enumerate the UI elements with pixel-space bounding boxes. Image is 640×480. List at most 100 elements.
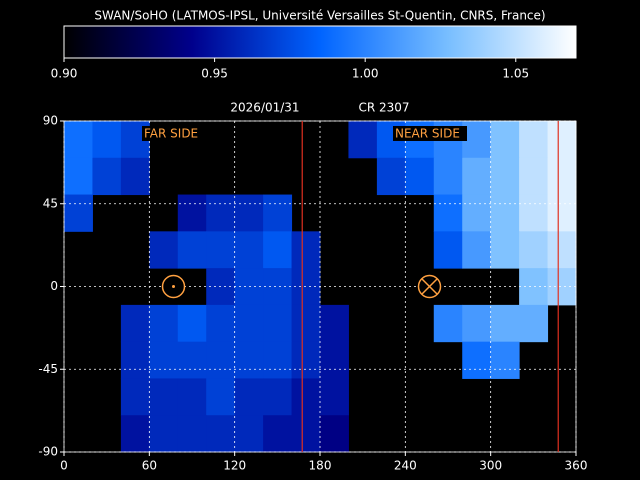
map-cell — [490, 341, 520, 379]
map-cell — [462, 121, 492, 159]
map-cell — [234, 341, 264, 379]
x-tick-label: 240 — [394, 459, 417, 473]
map-cell — [490, 194, 520, 232]
map-cell — [320, 378, 349, 416]
carrington-rotation: CR 2307 — [358, 101, 409, 115]
map-cell — [547, 194, 577, 232]
map-cell — [177, 194, 207, 232]
map-cell — [149, 341, 179, 379]
x-tick-label: 300 — [479, 459, 502, 473]
map-cell — [547, 157, 577, 196]
map-cell — [177, 378, 207, 416]
x-tick-label: 360 — [565, 459, 588, 473]
map-cell — [547, 231, 577, 269]
map-cell — [206, 231, 236, 269]
x-tick-label: 180 — [309, 459, 332, 473]
y-tick-label: 90 — [43, 114, 58, 128]
map-cell — [490, 304, 520, 343]
map-cell — [177, 415, 207, 453]
map-cell — [490, 157, 520, 196]
map-cell — [519, 194, 549, 232]
map-cell — [462, 231, 492, 269]
map-cell — [490, 121, 520, 159]
map-cell — [320, 341, 349, 379]
map-cell — [519, 157, 549, 196]
map-cell — [120, 157, 150, 196]
map-cell — [234, 231, 264, 269]
y-tick-label: 0 — [50, 279, 58, 293]
map-cell — [177, 304, 207, 343]
map-cell — [547, 268, 577, 306]
map-cell — [206, 415, 236, 453]
map-cell — [64, 121, 93, 159]
side-label: FAR SIDE — [144, 127, 198, 141]
map-cell — [462, 341, 492, 379]
map-cell — [92, 157, 122, 196]
map-cell — [462, 157, 492, 196]
map-cell — [234, 304, 264, 343]
map-cell — [519, 121, 549, 159]
map-cell — [547, 121, 577, 159]
date: 2026/01/31 — [230, 101, 299, 115]
map-cell — [320, 304, 349, 343]
map-cell — [149, 378, 179, 416]
map-cell — [433, 304, 463, 343]
map-cell — [263, 304, 293, 343]
map-cell — [149, 231, 179, 269]
map-cell — [120, 415, 150, 453]
map-cell — [291, 415, 321, 453]
map-cell — [519, 268, 549, 306]
chart-title: SWAN/SoHO (LATMOS-IPSL, Université Versa… — [94, 9, 545, 23]
x-tick-label: 0 — [60, 459, 68, 473]
map-cell — [120, 341, 150, 379]
side-label: NEAR SIDE — [395, 127, 460, 141]
y-tick-label: -90 — [38, 445, 58, 459]
map-cell — [320, 415, 349, 453]
map-cell — [120, 378, 150, 416]
map-cell — [263, 231, 293, 269]
overlay: 0 60 120 180 240 300 360 90 45 0 -45 -90 FAR SIDE NEA… — [38, 114, 587, 473]
map-cell — [263, 194, 293, 232]
far-side-dot — [172, 285, 176, 288]
map-cell — [263, 415, 293, 453]
map-cell — [234, 194, 264, 232]
map-cell — [291, 341, 321, 379]
map-cell — [149, 415, 179, 453]
map-cell — [405, 157, 435, 196]
map-cell — [206, 341, 236, 379]
map-cell — [263, 378, 293, 416]
label-background — [393, 126, 467, 141]
map-cell — [433, 194, 463, 232]
x-tick-label: 60 — [142, 459, 157, 473]
map-cell — [519, 231, 549, 269]
map-cell — [177, 341, 207, 379]
map-cell — [92, 121, 122, 159]
map-cell — [291, 378, 321, 416]
y-tick-label: -45 — [38, 362, 58, 376]
colorbar-tick-label: 1.05 — [502, 67, 529, 81]
map-cell — [263, 341, 293, 379]
map-cell — [519, 304, 549, 343]
map-cell — [234, 378, 264, 416]
map-cell — [149, 304, 179, 343]
colorbar-tick-label: 0.95 — [201, 67, 228, 81]
map-cell — [64, 157, 93, 196]
label-background — [142, 126, 204, 141]
y-tick-label: 45 — [43, 196, 58, 210]
x-tick-label: 120 — [223, 459, 246, 473]
map-cell — [433, 157, 463, 196]
map-cell — [206, 194, 236, 232]
map-cell — [206, 378, 236, 416]
map-cell — [291, 231, 321, 269]
map-cell — [64, 194, 93, 232]
colorbar-tick-label: 0.90 — [51, 67, 78, 81]
colorbar — [63, 25, 577, 59]
map-cell — [433, 231, 463, 269]
map-cell — [120, 304, 150, 343]
map-cell — [490, 231, 520, 269]
map-cell — [462, 194, 492, 232]
map-cell — [263, 268, 293, 306]
map-cell — [234, 415, 264, 453]
